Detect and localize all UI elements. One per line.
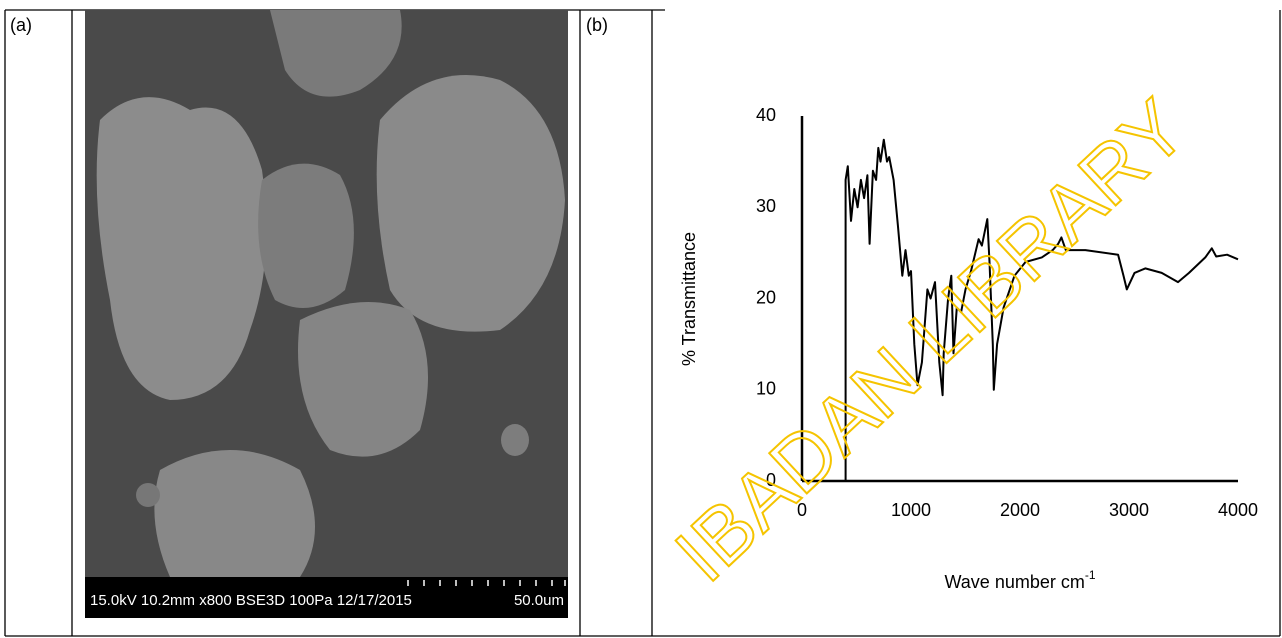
y-tick-label: 0 [766, 470, 776, 490]
y-tick-label: 40 [756, 105, 776, 125]
x-tick-label: 4000 [1218, 500, 1258, 520]
x-tick-label: 2000 [1000, 500, 1040, 520]
y-tick-label: 20 [756, 287, 776, 307]
data-line [844, 138, 1239, 481]
micrograph-scale: 50.0um [514, 592, 564, 609]
y-axis-label: % Transmittance [679, 232, 699, 366]
y-tick-label: 30 [756, 196, 776, 216]
chart: % Transmittance Wave number cm-1 0 10 20 30… [679, 105, 1258, 592]
micrograph: 15.0kV 10.2mm x800 BSE3D 100Pa 12/17/201… [85, 10, 568, 618]
x-axis-label: Wave number cm-1 [944, 568, 1095, 592]
x-tick-label: 1000 [891, 500, 931, 520]
panel-label: (a) [10, 15, 32, 35]
x-tick-label: 3000 [1109, 500, 1149, 520]
x-axis-label-text: Wave number cm [944, 572, 1084, 592]
y-tick-label: 10 [756, 379, 776, 399]
panel-label: (b) [586, 15, 608, 35]
x-axis-label-sup: -1 [1085, 568, 1096, 582]
watermark: IBADAN LIBRARY [659, 82, 1203, 598]
micrograph-caption: 15.0kV 10.2mm x800 BSE3D 100Pa 12/17/201… [90, 592, 412, 609]
x-tick-label: 0 [797, 500, 807, 520]
